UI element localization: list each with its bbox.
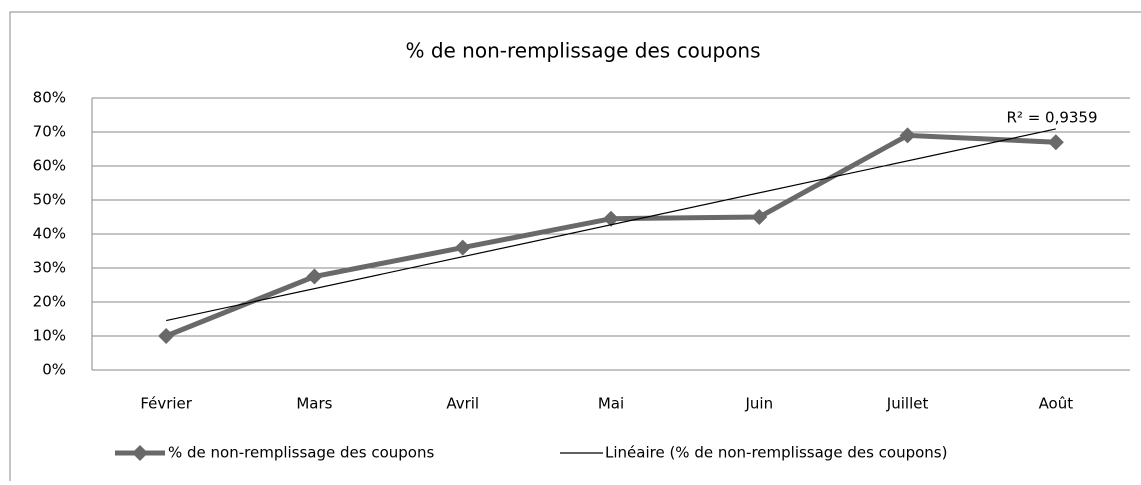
chart-title: % de non-remplissage des coupons bbox=[405, 39, 760, 63]
x-tick-label: Mai bbox=[598, 395, 624, 413]
data-point bbox=[899, 127, 916, 144]
trend-line bbox=[166, 128, 1056, 322]
series-line bbox=[165, 132, 1056, 339]
data-point bbox=[306, 268, 323, 285]
legend-label: Linéaire (% de non-remplissage des coupo… bbox=[605, 444, 947, 462]
data-point bbox=[158, 328, 175, 344]
x-tick-label: Avril bbox=[446, 395, 479, 413]
data-point bbox=[603, 210, 619, 227]
y-tick-label: 0% bbox=[42, 361, 66, 379]
legend-marker bbox=[132, 445, 148, 461]
x-tick-label: Mars bbox=[296, 395, 332, 413]
legend-label: % de non-remplissage des coupons bbox=[168, 444, 434, 462]
trend-annotation: R² = 0,9359 bbox=[1006, 109, 1097, 127]
y-tick-label: 20% bbox=[33, 293, 66, 311]
data-point bbox=[1047, 134, 1064, 151]
y-tick-label: 70% bbox=[33, 123, 66, 141]
x-tick-label: Juin bbox=[744, 395, 773, 413]
data-point bbox=[751, 209, 768, 225]
y-tick-label: 80% bbox=[33, 89, 66, 107]
x-tick-label: Juillet bbox=[886, 395, 929, 413]
x-tick-label: Février bbox=[140, 395, 192, 413]
y-tick-label: 30% bbox=[33, 259, 66, 277]
data-point bbox=[454, 239, 471, 256]
y-tick-label: 10% bbox=[33, 327, 66, 345]
y-tick-label: 40% bbox=[33, 225, 66, 243]
y-tick-label: 50% bbox=[33, 191, 66, 209]
x-tick-label: Août bbox=[1039, 395, 1074, 413]
y-tick-label: 60% bbox=[33, 157, 66, 175]
